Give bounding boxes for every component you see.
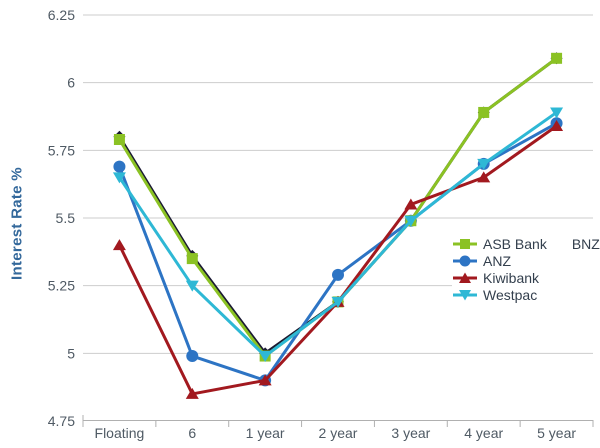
legend-row: ANZ (452, 252, 600, 269)
x-tick-label-2-year: 2 year (319, 425, 358, 441)
series-marker-kiwibank (112, 239, 126, 251)
series-marker-westpac (550, 107, 564, 119)
legend-item-anz: ANZ (452, 253, 511, 269)
legend-item-bnz: BNZ (567, 236, 600, 252)
y-axis-title: Interest Rate % (8, 167, 26, 280)
series-marker-westpac (185, 280, 199, 292)
legend-row: Kiwibank (452, 269, 600, 286)
y-tick-label: 4.75 (48, 413, 75, 429)
series-marker-asb-bank (113, 134, 125, 146)
legend-row: Westpac (452, 286, 600, 303)
legend-row: ASB Bank BNZ (452, 235, 600, 252)
series-marker-anz (332, 268, 344, 281)
x-tick-label-3-year: 3 year (391, 425, 430, 441)
y-tick-label: 5.5 (56, 210, 76, 226)
y-tick-label: 5.25 (48, 278, 75, 294)
series-marker-asb-bank (551, 52, 563, 64)
circle-legend-marker-icon (453, 255, 477, 266)
series-marker-anz (186, 350, 199, 363)
x-tick-label-5-year: 5 year (537, 425, 576, 441)
legend-item-kiwibank: Kiwibank (452, 270, 539, 286)
legend-item-asb-bank: ASB Bank (452, 236, 547, 252)
y-tick-label: 6 (67, 75, 75, 91)
series-marker-asb-bank (186, 253, 198, 265)
legend-item-westpac: Westpac (452, 287, 537, 303)
y-tick-label: 5 (67, 345, 75, 361)
y-tick-label: 6.25 (48, 7, 75, 23)
triangle-up-legend-marker-icon (453, 272, 477, 283)
series-marker-kiwibank (185, 387, 199, 399)
series-marker-kiwibank (404, 198, 418, 210)
legend-label-bnz: BNZ (571, 235, 600, 252)
chart-legend: ASB Bank BNZ ANZ Kiwibank Westpac (452, 235, 600, 303)
series-marker-westpac (331, 296, 345, 308)
triangle-down-legend-marker-icon (453, 289, 477, 300)
y-tick-label: 5.75 (48, 142, 75, 158)
series-marker-asb-bank (478, 106, 490, 118)
series-line-asb-bank (118, 57, 558, 358)
legend-label-anz: ANZ (483, 252, 511, 269)
x-tick-label-floating: Floating (95, 425, 145, 441)
series-marker-kiwibank (477, 171, 491, 183)
series-marker-westpac (404, 215, 418, 227)
legend-label-kiwibank: Kiwibank (483, 269, 540, 286)
series-marker-kiwibank (550, 119, 564, 131)
x-tick-label-6: 6 (188, 425, 196, 441)
x-tick-label-4-year: 4 year (464, 425, 503, 441)
series-marker-kiwibank (258, 374, 272, 386)
series-marker-westpac (112, 172, 126, 184)
legend-label-asb-bank: ASB Bank (483, 235, 547, 252)
series-line-bnz (118, 57, 558, 355)
x-tick-label-1-year: 1 year (246, 425, 285, 441)
series-marker-anz (113, 160, 126, 173)
square-legend-marker-icon (453, 238, 477, 249)
legend-label-westpac: Westpac (483, 286, 538, 303)
series-marker-westpac (258, 351, 272, 363)
series-marker-westpac (477, 158, 491, 170)
